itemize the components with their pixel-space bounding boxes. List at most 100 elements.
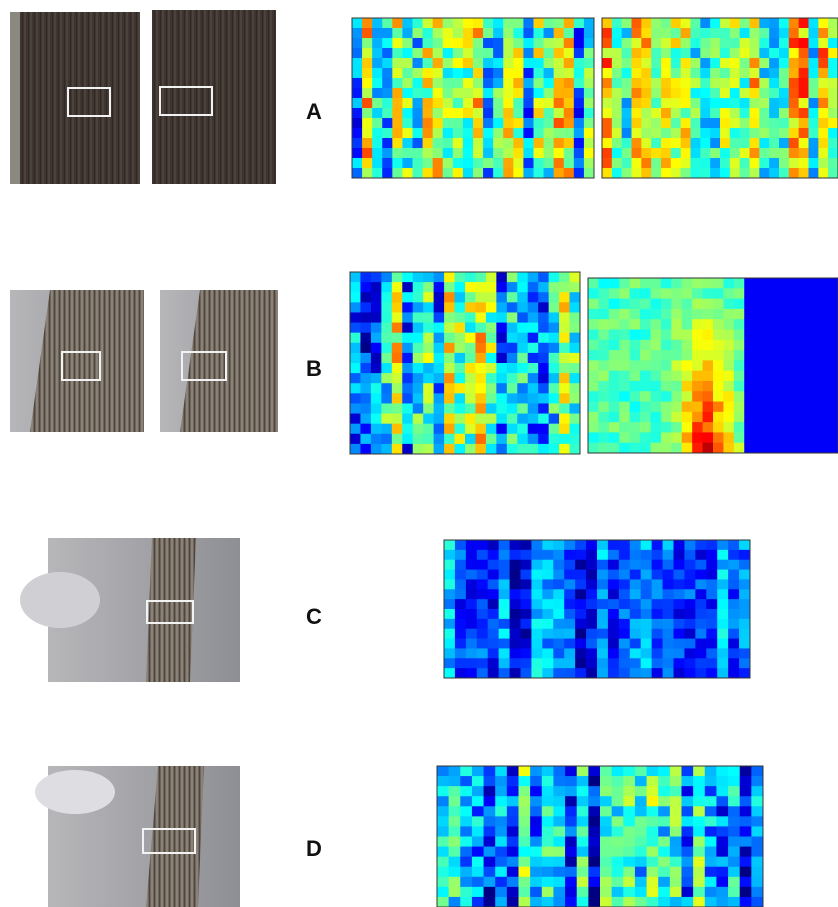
heatmap-cell — [629, 339, 641, 351]
heatmap-cell — [520, 638, 532, 649]
heatmap-cell — [651, 599, 664, 610]
heatmap-cell — [728, 569, 740, 580]
heatmap-cell — [465, 609, 478, 620]
heatmap-cell — [765, 329, 776, 341]
heatmap-cell — [517, 342, 529, 354]
heatmap-cell — [710, 98, 721, 109]
heatmap-cell — [641, 158, 652, 169]
heatmap-cell — [598, 432, 610, 444]
heatmap-cell — [487, 540, 500, 551]
heatmap-cell — [729, 78, 741, 89]
heatmap-cell — [739, 38, 750, 49]
heatmap-cell — [588, 360, 599, 372]
heatmap-cell — [563, 118, 575, 129]
heatmap-cell — [779, 68, 790, 79]
heatmap-cell — [754, 278, 766, 289]
heatmap-cell — [611, 68, 623, 79]
heatmap-cell — [517, 423, 529, 435]
heatmap-cell — [465, 272, 476, 283]
heatmap-cell — [641, 128, 652, 139]
heatmap-cell — [818, 18, 829, 29]
heatmap-cell — [586, 589, 598, 600]
heatmap-cell — [629, 540, 642, 551]
heatmap-cell — [733, 360, 745, 372]
heatmap-cell — [362, 158, 373, 169]
heatmap-cell — [700, 88, 711, 99]
heatmap-cell — [541, 876, 554, 888]
heatmap-cell — [808, 68, 819, 79]
heatmap-cell — [744, 339, 756, 351]
heatmap-cell — [370, 423, 382, 435]
heatmap-cell — [381, 393, 393, 404]
heatmap-cell — [370, 322, 382, 334]
heatmap-cell — [473, 38, 484, 49]
heatmap-cell — [623, 786, 636, 797]
heatmap-cell — [700, 158, 711, 169]
heatmap-cell — [702, 380, 714, 392]
heatmap-cell — [553, 78, 565, 89]
heatmap-cell — [619, 298, 631, 310]
heatmap-cell — [402, 433, 414, 445]
heatmap-cell — [513, 38, 524, 49]
heatmap-cell — [602, 118, 613, 129]
heatmap-cell — [487, 638, 500, 649]
heatmap-cell — [583, 168, 595, 179]
heatmap-cell — [423, 332, 435, 344]
heatmap-cell — [372, 88, 383, 99]
heatmap-cell — [352, 88, 363, 99]
heatmap-cell — [509, 579, 521, 590]
heatmap-cell — [600, 816, 613, 827]
heatmap-cell — [681, 370, 693, 382]
heatmap-cell — [575, 638, 587, 649]
heatmap-cell — [749, 18, 760, 29]
heatmap-cell — [575, 658, 587, 669]
heatmap-cell — [723, 370, 735, 382]
heatmap-cell — [651, 138, 662, 149]
heatmap-cell — [531, 569, 543, 580]
heatmap-cell — [586, 658, 598, 669]
heatmap-cell — [553, 599, 565, 610]
heatmap-cell — [553, 836, 566, 848]
heatmap-cell — [483, 28, 494, 39]
heatmap-cell — [608, 380, 620, 392]
heatmap-cell — [538, 363, 550, 374]
heatmap-cell — [538, 373, 550, 384]
heatmap-cell — [808, 18, 819, 29]
panel-label: B — [306, 356, 322, 381]
heatmap-cell — [634, 886, 648, 898]
heatmap-cell — [391, 342, 403, 354]
heatmap-cell — [444, 618, 456, 630]
heatmap-cell — [779, 38, 790, 49]
heatmap-cell — [640, 391, 651, 403]
heatmap-cell — [798, 48, 809, 59]
heatmap-cell — [600, 826, 613, 837]
heatmap-cell — [618, 658, 631, 669]
heatmap-cell — [372, 28, 383, 39]
heatmap-cell — [661, 168, 672, 179]
heatmap-cell — [769, 28, 780, 39]
heatmap-cell — [465, 393, 476, 404]
heatmap-cell — [733, 370, 745, 382]
heatmap-cell — [503, 158, 514, 169]
heatmap-cell — [828, 38, 838, 49]
heatmap-cell — [634, 876, 648, 888]
heatmap-cell — [713, 298, 724, 310]
heatmap-cell — [350, 332, 361, 344]
heatmap-cell — [749, 118, 760, 129]
heatmap-cell — [465, 579, 478, 590]
heatmap-cell — [650, 278, 662, 289]
heatmap-cell — [598, 370, 610, 382]
heatmap-cell — [828, 88, 838, 99]
heatmap-cell — [553, 158, 565, 169]
heatmap-cell — [608, 298, 620, 310]
heatmap-cell — [576, 766, 589, 777]
heatmap-cell — [576, 876, 589, 888]
heatmap-cell — [523, 138, 534, 149]
heatmap-cell — [690, 88, 701, 99]
heatmap-cell — [751, 866, 764, 878]
heatmap-cell — [650, 360, 662, 372]
heatmap-cell — [495, 886, 508, 898]
heatmap-cell — [607, 609, 620, 620]
heatmap-cell — [471, 806, 485, 817]
